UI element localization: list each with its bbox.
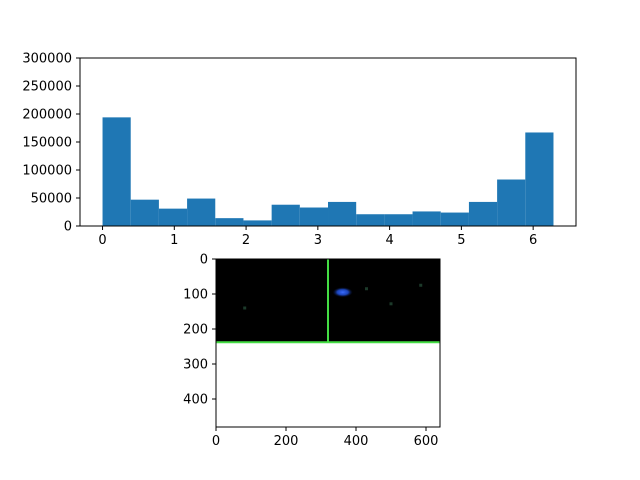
histogram-y-tick-label: 200000 bbox=[22, 108, 72, 123]
histogram-bar bbox=[328, 201, 357, 226]
histogram-bar bbox=[158, 208, 188, 226]
histogram-bar bbox=[102, 117, 131, 226]
image-speck bbox=[419, 283, 423, 287]
histogram-x-tick-label: 1 bbox=[170, 233, 178, 248]
histogram-x-ticks: 0 1 2 3 4 5 6 bbox=[98, 226, 537, 248]
image-y-ticks: 0 100 200 300 400 bbox=[183, 253, 216, 408]
image-x-tick-label: 600 bbox=[414, 434, 439, 449]
image-axes: 0 200 400 600 0 100 200 300 400 bbox=[183, 253, 441, 449]
histogram-bar bbox=[440, 212, 469, 226]
image-speck bbox=[365, 287, 368, 291]
histogram-bar bbox=[384, 214, 413, 226]
image-y-tick-label: 200 bbox=[183, 323, 208, 338]
image-speck bbox=[243, 306, 247, 310]
histogram-bar bbox=[497, 179, 526, 226]
histogram-y-tick-label: 250000 bbox=[22, 80, 72, 95]
image-y-tick-label: 300 bbox=[183, 358, 208, 373]
histogram-bar bbox=[525, 132, 554, 226]
image-y-tick-label: 0 bbox=[200, 253, 208, 268]
histogram-x-tick-label: 3 bbox=[314, 233, 322, 248]
histogram-bar bbox=[271, 204, 300, 226]
histogram-y-tick-label: 0 bbox=[64, 220, 72, 235]
histogram-y-tick-label: 300000 bbox=[22, 52, 72, 67]
histogram-x-tick-label: 5 bbox=[457, 233, 465, 248]
histogram-y-tick-label: 100000 bbox=[22, 164, 72, 179]
histogram-axes: 0 1 2 3 4 5 6 0 50000 100000 150000 200000 250000 30… bbox=[22, 52, 577, 248]
histogram-y-tick-label: 150000 bbox=[22, 136, 72, 151]
image-blue-blob bbox=[332, 287, 353, 298]
image-x-tick-label: 200 bbox=[274, 434, 299, 449]
image-specks bbox=[243, 283, 423, 310]
image-y-tick-label: 400 bbox=[183, 393, 208, 408]
histogram-bar bbox=[215, 218, 244, 226]
image-x-ticks: 0 200 400 600 bbox=[212, 427, 439, 449]
image-x-tick-label: 400 bbox=[344, 434, 369, 449]
histogram-x-tick-label: 4 bbox=[385, 233, 393, 248]
image-frame bbox=[215, 258, 441, 428]
histogram-x-tick-label: 6 bbox=[529, 233, 537, 248]
image-x-tick-label: 0 bbox=[212, 434, 220, 449]
histogram-bar bbox=[299, 207, 329, 226]
image-speck bbox=[389, 302, 393, 306]
histogram-x-tick-label: 0 bbox=[98, 233, 106, 248]
histogram-bars bbox=[102, 117, 554, 226]
histogram-bar bbox=[468, 201, 498, 226]
histogram-bar bbox=[412, 211, 441, 226]
image-y-tick-label: 100 bbox=[183, 288, 208, 303]
histogram-bar bbox=[130, 199, 159, 226]
histogram-x-tick-label: 2 bbox=[242, 233, 250, 248]
histogram-bar bbox=[243, 220, 272, 226]
histogram-bar bbox=[356, 214, 385, 226]
histogram-y-ticks: 0 50000 100000 150000 200000 250000 300000 bbox=[22, 52, 80, 235]
histogram-y-tick-label: 50000 bbox=[31, 192, 72, 207]
histogram-bar bbox=[187, 198, 216, 226]
